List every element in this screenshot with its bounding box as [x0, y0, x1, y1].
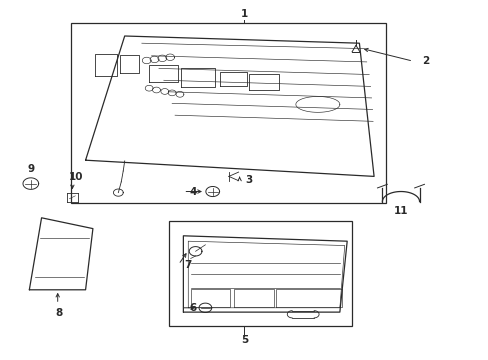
Text: 10: 10 [68, 172, 83, 182]
Text: 8: 8 [55, 308, 62, 318]
Bar [168, 221, 351, 326]
Text: 9: 9 [27, 164, 34, 174]
Text: 7: 7 [184, 260, 192, 270]
Text: 1: 1 [241, 9, 247, 19]
Text: 4: 4 [189, 186, 197, 197]
Text: 6: 6 [189, 303, 196, 313]
Text: 5: 5 [241, 335, 247, 345]
Bar [71, 23, 386, 203]
Text: 11: 11 [393, 206, 407, 216]
Text: 2: 2 [421, 56, 428, 66]
Text: 3: 3 [245, 175, 252, 185]
